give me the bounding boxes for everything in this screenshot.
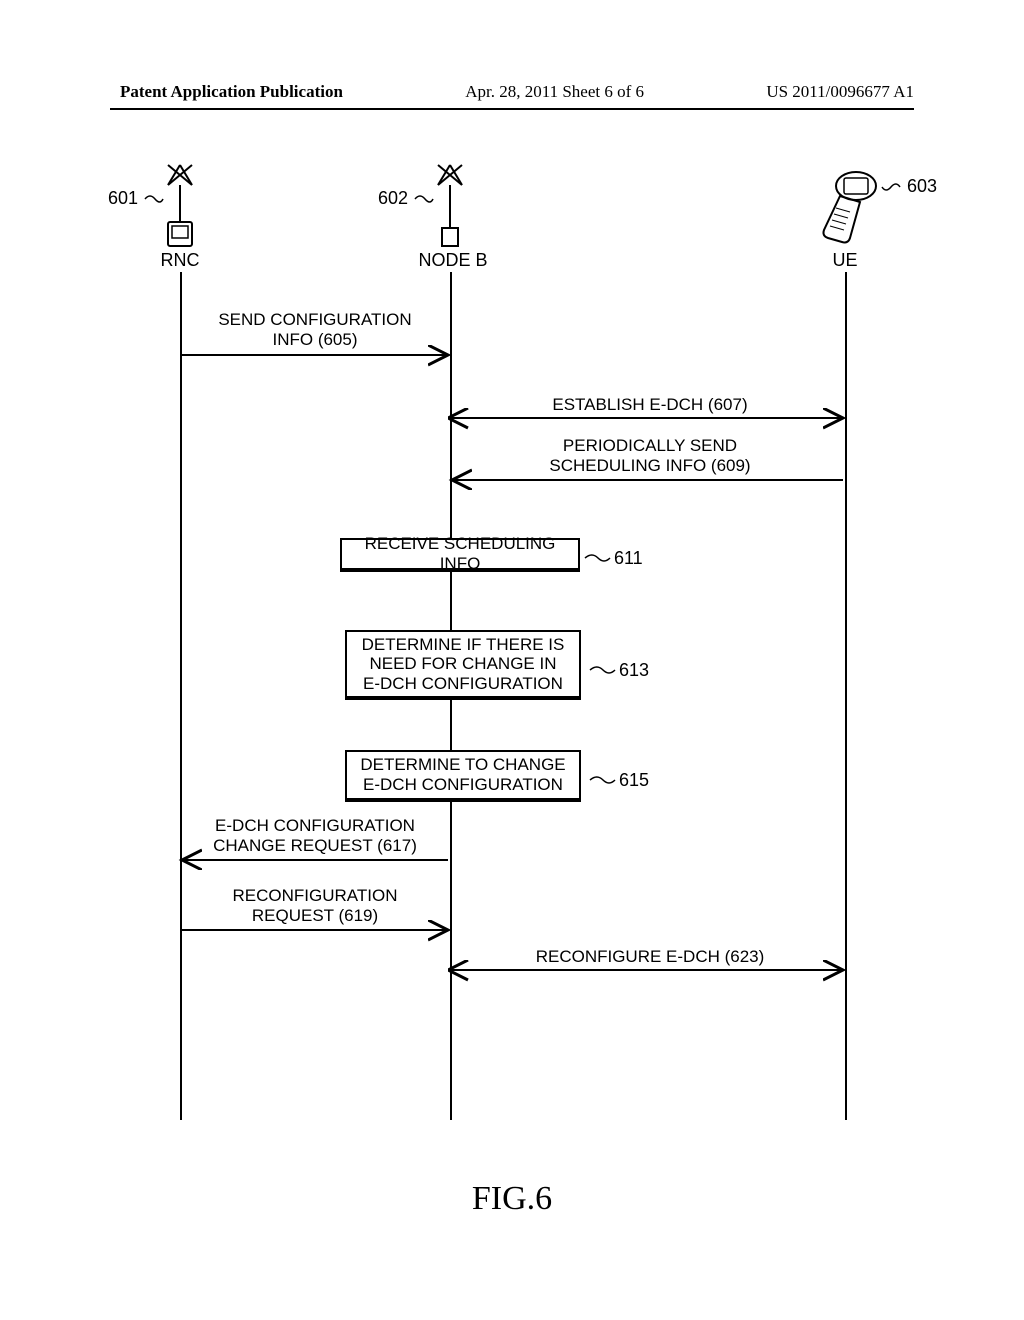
header-rule — [110, 108, 914, 110]
msg-607: ESTABLISH E-DCH (607) — [470, 395, 830, 415]
page: Patent Application Publication Apr. 28, … — [0, 0, 1024, 1320]
msg-605: SEND CONFIGURATION INFO (605) — [190, 310, 440, 349]
msg-623-l1: RECONFIGURE E-DCH (623) — [470, 947, 830, 967]
box-611-text: RECEIVE SCHEDULING INFO — [348, 534, 572, 573]
msg-623: RECONFIGURE E-DCH (623) — [470, 947, 830, 967]
box-613: DETERMINE IF THERE IS NEED FOR CHANGE IN… — [345, 630, 581, 700]
msg-619-l2: REQUEST (619) — [190, 906, 440, 926]
box-611: RECEIVE SCHEDULING INFO — [340, 538, 580, 572]
figure-caption: FIG.6 — [0, 1180, 1024, 1218]
box-615-ref: 615 — [619, 770, 649, 791]
header-right: US 2011/0096677 A1 — [766, 82, 914, 102]
msg-619: RECONFIGURATION REQUEST (619) — [190, 886, 440, 925]
msg-609: PERIODICALLY SEND SCHEDULING INFO (609) — [470, 436, 830, 475]
msg-619-l1: RECONFIGURATION — [190, 886, 440, 906]
msg-617-l2: CHANGE REQUEST (617) — [190, 836, 440, 856]
box-613-ref: 613 — [619, 660, 649, 681]
msg-617-l1: E-DCH CONFIGURATION — [190, 816, 440, 836]
msg-605-l2: INFO (605) — [190, 330, 440, 350]
box-613-l2: NEED FOR CHANGE IN — [362, 654, 565, 674]
box-613-l1: DETERMINE IF THERE IS — [362, 635, 565, 655]
box-615: DETERMINE TO CHANGE E-DCH CONFIGURATION — [345, 750, 581, 802]
box-615-l2: E-DCH CONFIGURATION — [360, 775, 565, 795]
sequence-diagram: RNC 601 NODE B 602 — [0, 140, 1024, 1140]
msg-609-l2: SCHEDULING INFO (609) — [470, 456, 830, 476]
box-611-ref: 611 — [614, 548, 643, 569]
msg-605-l1: SEND CONFIGURATION — [190, 310, 440, 330]
page-header: Patent Application Publication Apr. 28, … — [0, 82, 1024, 102]
header-left: Patent Application Publication — [120, 82, 343, 102]
header-mid: Apr. 28, 2011 Sheet 6 of 6 — [465, 82, 644, 102]
box-613-l3: E-DCH CONFIGURATION — [362, 674, 565, 694]
msg-609-l1: PERIODICALLY SEND — [470, 436, 830, 456]
msg-607-l1: ESTABLISH E-DCH (607) — [470, 395, 830, 415]
box-615-l1: DETERMINE TO CHANGE — [360, 755, 565, 775]
msg-617: E-DCH CONFIGURATION CHANGE REQUEST (617) — [190, 816, 440, 855]
